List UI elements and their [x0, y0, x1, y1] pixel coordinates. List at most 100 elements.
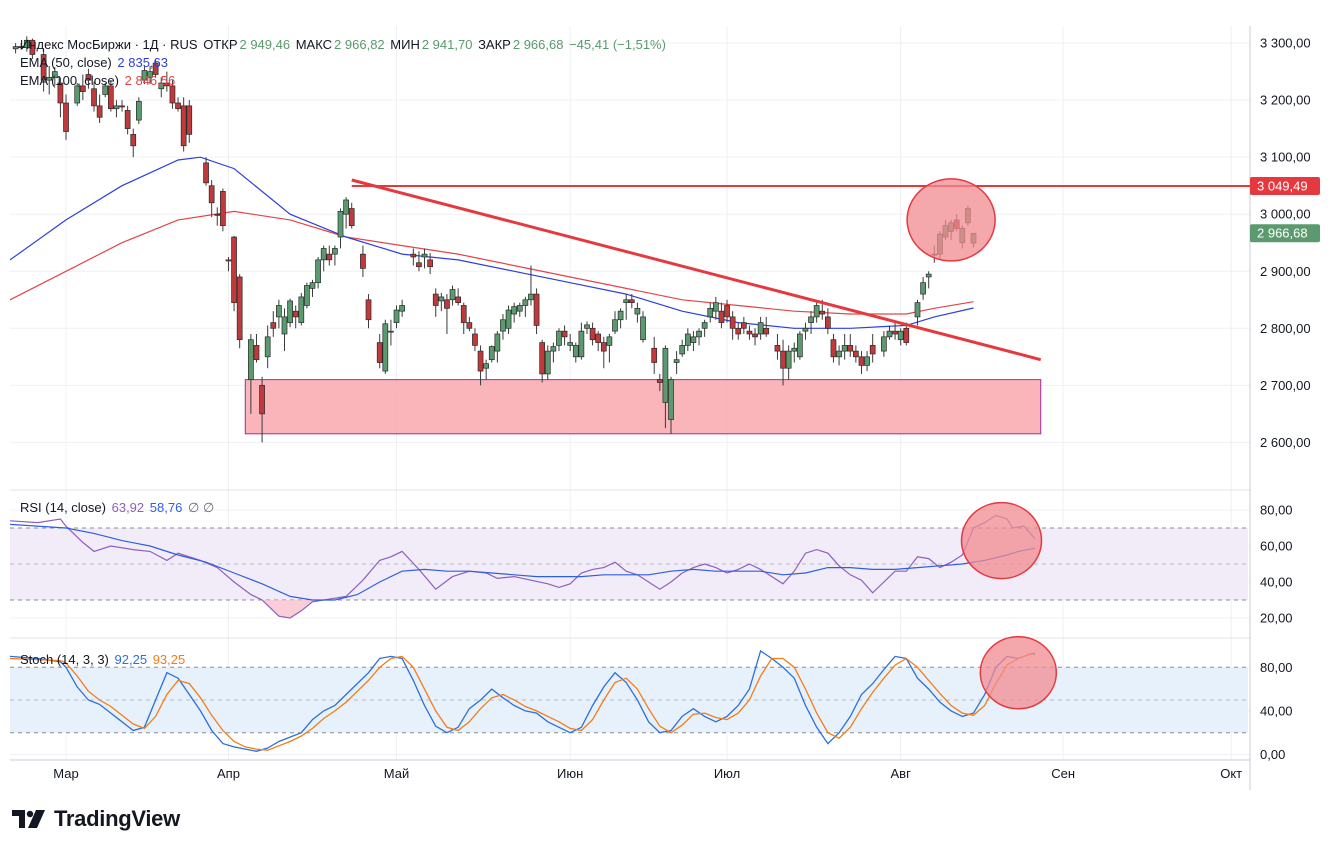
candle [640, 311, 646, 343]
candle-body [841, 345, 848, 352]
candle [51, 67, 58, 86]
candle [57, 77, 64, 118]
candle-body [757, 322, 764, 335]
candle [869, 334, 876, 363]
stoch-d-value: 93,25 [152, 652, 186, 667]
ema100-legend[interactable]: EMA (100, close) 2 846,56 [20, 73, 177, 88]
candle-body [309, 282, 316, 289]
tradingview-brand[interactable]: TradingView [12, 806, 180, 832]
candle [281, 308, 288, 352]
candle [892, 322, 898, 340]
candle [724, 299, 730, 323]
candle-body [684, 333, 691, 346]
candle-body [920, 282, 926, 295]
candle [158, 77, 165, 98]
candle [797, 331, 803, 360]
candle [91, 81, 97, 112]
candle [343, 197, 349, 229]
candle [920, 276, 926, 300]
main-legend: Индекс МосБиржи · 1Д · RUS ОТКР 2 949,46 … [20, 37, 668, 52]
y-tick-label: 0,00 [1260, 747, 1285, 762]
candle [578, 322, 585, 360]
candle [264, 325, 271, 369]
candle-body [886, 330, 893, 338]
month-tick-label: Сен [1051, 766, 1075, 781]
candle [718, 302, 725, 329]
candle [556, 328, 562, 352]
candle-body [707, 307, 714, 318]
candle-body [438, 296, 445, 302]
candle [169, 80, 176, 109]
month-tick-label: Окт [1220, 766, 1242, 781]
candle-body [567, 342, 574, 346]
candle [444, 294, 450, 334]
downtrend-line [351, 178, 1042, 362]
month-tick-label: Мар [53, 766, 78, 781]
candle [410, 248, 417, 266]
candle [841, 334, 848, 360]
candle-body [281, 316, 288, 335]
rsi-line [9, 514, 1036, 619]
candle-body [539, 342, 546, 375]
candle [746, 325, 753, 340]
candle [914, 299, 921, 326]
candle [550, 342, 557, 363]
candle [231, 235, 237, 312]
candle-body [836, 350, 842, 358]
candle [74, 83, 81, 106]
candle [332, 245, 338, 266]
candle [853, 345, 859, 363]
candle-body [152, 62, 159, 75]
candle [634, 302, 641, 323]
candle-body [304, 285, 310, 306]
candle-body [550, 346, 557, 352]
candle [886, 325, 893, 340]
candle [427, 253, 433, 275]
candle [516, 302, 523, 317]
stoch-legend[interactable]: Stoch (14, 3, 3) 92,25 93,25 [20, 652, 187, 667]
candle-body [393, 309, 400, 323]
candle [85, 68, 92, 89]
candle-body [348, 208, 355, 226]
ema100-line [9, 210, 974, 315]
candle [46, 65, 53, 95]
candle-body [679, 345, 686, 355]
candle [584, 321, 590, 334]
candle [276, 299, 282, 329]
candle-body [640, 316, 646, 341]
stoch-d-line [9, 652, 1036, 751]
candle-body [102, 85, 109, 95]
candle-body [326, 253, 333, 261]
candle-body [897, 330, 904, 341]
candle-body [410, 253, 417, 258]
candle-body [337, 211, 344, 238]
candle [539, 339, 546, 383]
y-tick-label: 3 000,00 [1260, 207, 1311, 222]
candle [203, 157, 209, 186]
month-tick-label: Май [384, 766, 409, 781]
candle-body [46, 76, 53, 81]
candle [147, 65, 153, 85]
candle-body [556, 330, 562, 346]
candle-body [51, 71, 58, 78]
candle-body [432, 293, 439, 306]
candle [707, 302, 714, 323]
candle-body [483, 363, 490, 369]
rsi-ma-value: 58,76 [149, 500, 183, 515]
candle-body [264, 336, 271, 358]
y-tick-label: 80,00 [1260, 503, 1293, 518]
candle [214, 207, 221, 226]
rsi-legend[interactable]: RSI (14, close) 63,92 58,76 ∅ ∅ [20, 500, 216, 516]
candle [561, 325, 568, 346]
candle-body [236, 276, 243, 341]
candle-body [466, 322, 473, 329]
rsi-empty-icons: ∅ ∅ [187, 500, 215, 515]
change-value: −45,41 (−1,51%) [569, 37, 666, 52]
candle [617, 308, 624, 329]
y-tick-label: 3 200,00 [1260, 93, 1311, 108]
ema50-legend[interactable]: EMA (50, close) 2 835,63 [20, 55, 170, 70]
candle [152, 59, 159, 78]
candle-body [612, 319, 618, 332]
candle [164, 71, 170, 92]
